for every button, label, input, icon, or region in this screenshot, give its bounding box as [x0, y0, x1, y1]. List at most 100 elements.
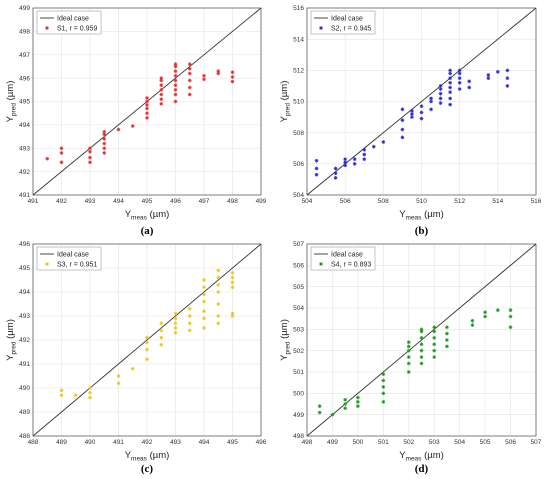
x-tick-label: 492 — [142, 439, 153, 446]
data-point — [483, 314, 488, 319]
legend-label: Ideal case — [57, 251, 89, 258]
data-point — [216, 321, 221, 326]
data-point — [230, 280, 235, 285]
x-tick-label: 516 — [531, 198, 542, 205]
data-point — [202, 73, 206, 78]
y-tick-label: 489 — [19, 409, 30, 416]
data-point — [410, 115, 414, 119]
y-axis-label-unit: (µm) — [5, 319, 16, 341]
x-tick-label: 503 — [429, 439, 440, 446]
data-point — [187, 85, 192, 90]
data-point — [59, 160, 64, 165]
x-tick-label: 506 — [340, 198, 351, 205]
data-point — [145, 103, 149, 107]
y-tick-label: 493 — [19, 313, 30, 320]
data-point — [130, 124, 135, 128]
data-point — [467, 85, 472, 90]
y-axis-label-main: Y — [279, 115, 290, 122]
data-point — [352, 157, 357, 162]
data-point — [432, 348, 437, 353]
data-point — [371, 144, 376, 149]
data-point — [145, 335, 149, 340]
data-point — [59, 388, 64, 393]
data-point — [159, 97, 164, 102]
data-point — [173, 99, 178, 104]
y-tick-label: 501 — [293, 369, 304, 376]
data-point — [216, 314, 221, 318]
legend-marker-icon — [319, 262, 323, 266]
data-point — [102, 132, 107, 137]
x-tick-label: 488 — [28, 439, 39, 446]
data-point — [216, 69, 221, 74]
y-axis-label-main: Y — [5, 354, 16, 361]
data-point — [202, 292, 206, 297]
data-point — [333, 171, 338, 176]
y-axis-label: Ypred (µm) — [279, 319, 292, 361]
data-point — [343, 163, 348, 168]
plot-frame — [306, 7, 537, 196]
data-point — [448, 80, 453, 85]
data-point — [448, 68, 453, 73]
x-tick-label: 499 — [256, 198, 267, 205]
data-point — [438, 101, 443, 105]
data-point — [173, 311, 178, 316]
data-point — [333, 166, 338, 171]
y-axis-label: Ypred (µm) — [279, 81, 292, 123]
legend-label: S2, r = 0.945 — [331, 25, 371, 32]
legend-label: S1, r = 0.959 — [57, 25, 97, 32]
data-point — [410, 108, 414, 113]
x-tick-label: 501 — [378, 439, 389, 446]
y-tick-label: 490 — [19, 385, 30, 392]
data-point — [230, 285, 235, 290]
panel-caption: (c) — [141, 463, 154, 475]
data-point — [470, 323, 475, 327]
data-point — [362, 147, 367, 152]
data-point — [419, 104, 424, 109]
data-point — [445, 338, 449, 342]
data-point — [429, 99, 433, 104]
data-point — [116, 374, 121, 378]
data-point — [448, 71, 453, 76]
data-point — [173, 62, 178, 66]
data-point — [173, 326, 178, 330]
data-point — [173, 87, 178, 92]
data-point — [432, 335, 437, 340]
y-axis-label-sub: pred — [11, 341, 18, 354]
data-point — [102, 141, 107, 146]
data-point — [159, 101, 164, 106]
data-point — [102, 129, 107, 134]
x-tick-label: 499 — [327, 439, 338, 446]
data-point — [314, 158, 319, 163]
data-point — [483, 310, 488, 315]
y-tick-label: 495 — [19, 265, 30, 272]
data-point — [457, 68, 462, 73]
data-point — [343, 160, 348, 165]
x-axis-label-main: Y — [125, 450, 132, 461]
data-point — [159, 335, 164, 340]
x-axis-label: Ymeas (µm) — [399, 450, 444, 463]
y-tick-label: 510 — [293, 99, 304, 106]
legend-box — [36, 10, 102, 35]
x-axis-label-unit: (µm) — [147, 209, 169, 220]
legend-label: Ideal case — [331, 251, 363, 258]
data-point — [230, 270, 235, 275]
ideal-case-line — [32, 243, 262, 437]
x-tick-label: 494 — [113, 198, 124, 205]
y-tick-label: 493 — [19, 145, 30, 152]
x-tick-label: 504 — [302, 198, 313, 205]
data-point — [159, 76, 164, 81]
y-axis-label-sub: pred — [285, 103, 292, 116]
data-point — [159, 92, 164, 97]
plot-frame — [32, 243, 262, 437]
data-point — [381, 399, 386, 404]
x-tick-label: 502 — [403, 439, 414, 446]
data-point — [505, 84, 510, 88]
data-point — [400, 107, 405, 112]
x-tick-label: 495 — [142, 198, 153, 205]
data-point — [317, 404, 322, 409]
data-point — [159, 87, 164, 92]
x-axis-label-sub: meas — [406, 215, 423, 222]
x-tick-label: 508 — [378, 198, 389, 205]
data-point — [438, 91, 443, 96]
